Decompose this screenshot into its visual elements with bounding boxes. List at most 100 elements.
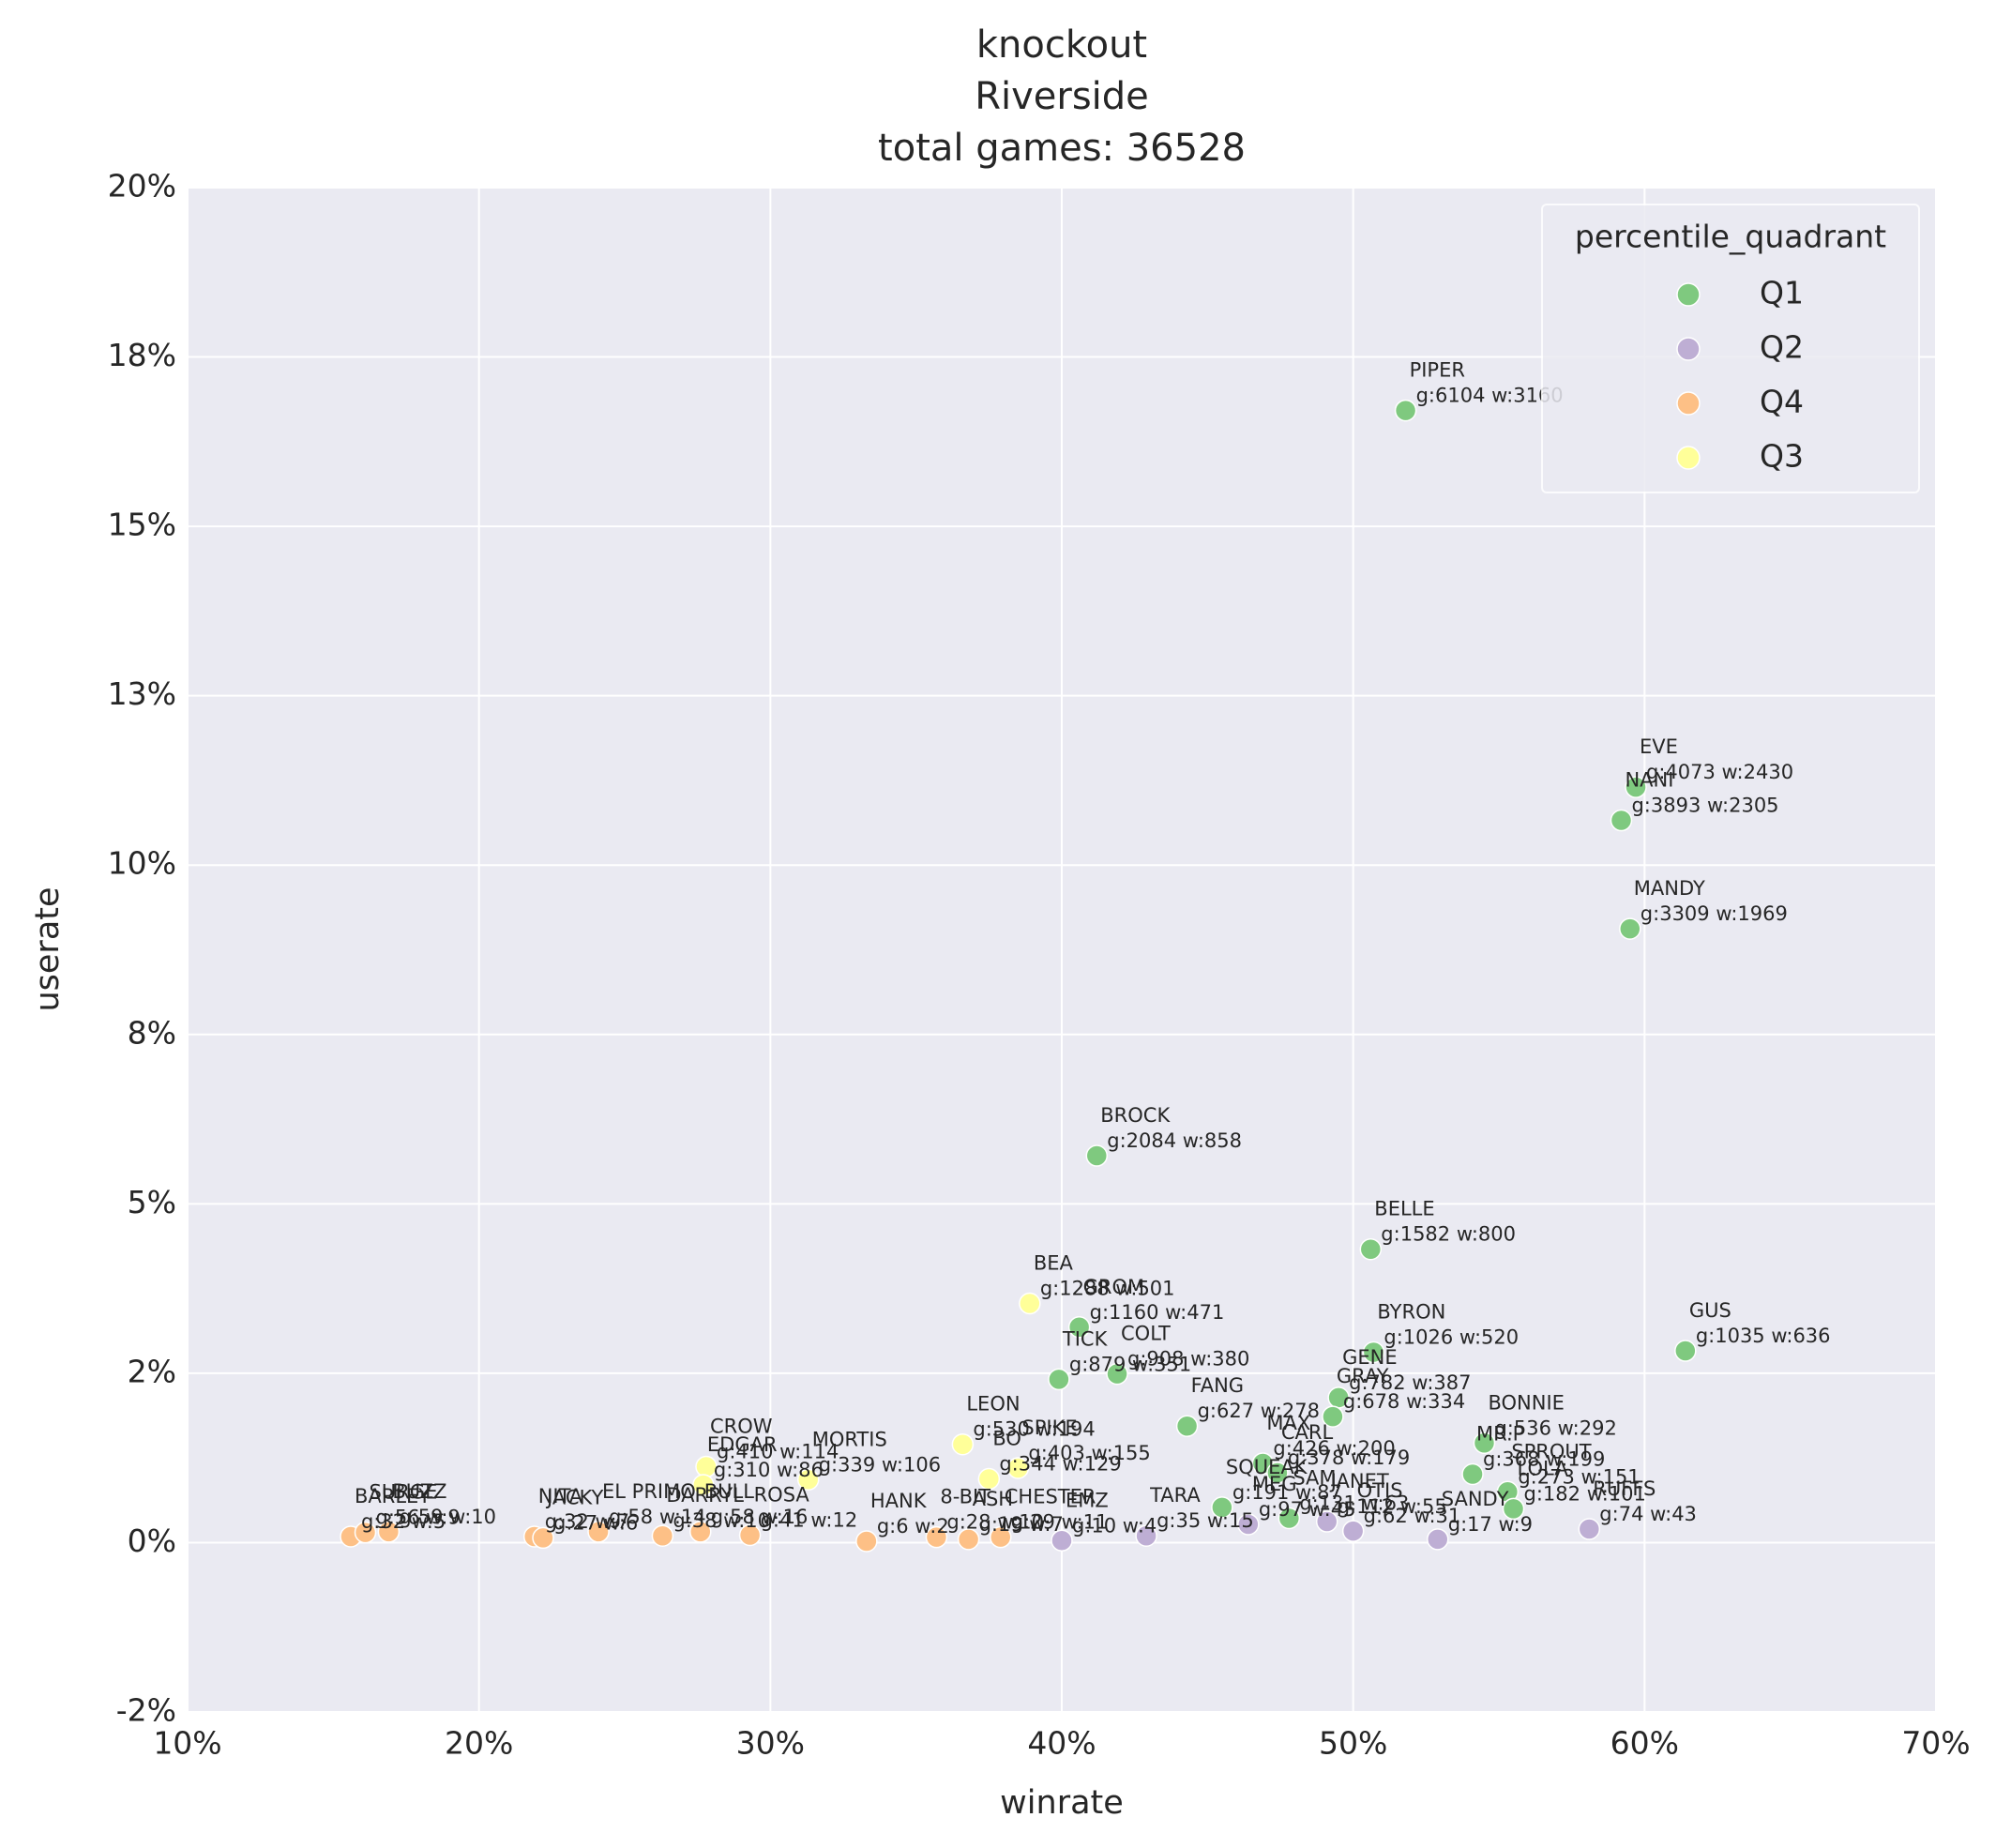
legend-box bbox=[1541, 204, 1920, 493]
point bbox=[977, 1467, 1001, 1491]
point bbox=[1394, 399, 1417, 422]
x-tick-label: 60% bbox=[1610, 1725, 1679, 1762]
point bbox=[1461, 1462, 1484, 1486]
point-name: SANDY bbox=[1442, 1488, 1509, 1510]
legend-label: Q4 bbox=[1760, 384, 1804, 420]
point-name: MORTIS bbox=[812, 1428, 887, 1450]
point-annotation: g:74 w:43 bbox=[1599, 1503, 1697, 1525]
point-name: SPIKE bbox=[1021, 1416, 1077, 1439]
point-name: BROCK bbox=[1100, 1104, 1171, 1127]
y-tick-label: 5% bbox=[128, 1184, 176, 1220]
point-name: BONNIE bbox=[1488, 1391, 1564, 1414]
point-name: GROM bbox=[1083, 1276, 1145, 1298]
point-annotation: g:879 w:351 bbox=[1069, 1353, 1191, 1375]
point bbox=[532, 1526, 554, 1550]
point-name: LEON bbox=[966, 1393, 1020, 1416]
point-name: MANDY bbox=[1634, 877, 1705, 900]
chart-title: knockout bbox=[976, 23, 1147, 67]
point-name: SURGE bbox=[370, 1481, 438, 1504]
point bbox=[1427, 1528, 1449, 1551]
point bbox=[354, 1521, 377, 1544]
point bbox=[1266, 1462, 1289, 1484]
y-tick-label: 10% bbox=[108, 845, 176, 882]
point-annotation: g:56 w:9 bbox=[376, 1507, 461, 1529]
legend-title: percentile_quadrant bbox=[1575, 219, 1886, 255]
point bbox=[1006, 1457, 1030, 1479]
point bbox=[925, 1525, 948, 1549]
point-name: TARA bbox=[1149, 1484, 1201, 1507]
point-annotation: g:182 w:101 bbox=[1524, 1482, 1646, 1505]
point-name: HANK bbox=[870, 1490, 928, 1512]
point-name: FANG bbox=[1191, 1374, 1245, 1397]
point-annotation: g:1582 w:800 bbox=[1381, 1223, 1516, 1246]
point bbox=[796, 1468, 820, 1492]
point-annotation: g:27 w:6 bbox=[553, 1511, 638, 1534]
point bbox=[1278, 1507, 1301, 1530]
legend-marker bbox=[1676, 282, 1701, 307]
x-tick-label: 70% bbox=[1901, 1725, 1970, 1762]
point-name: GENE bbox=[1342, 1346, 1398, 1369]
point-annotation: g:62 w:31 bbox=[1364, 1505, 1461, 1527]
point-name: BUZZ bbox=[392, 1480, 446, 1503]
point bbox=[692, 1474, 715, 1496]
point-name: MAX bbox=[1266, 1412, 1310, 1434]
point-annotation: g:97 w:45 bbox=[1259, 1498, 1356, 1521]
point-annotation: g:10 w:4 bbox=[1072, 1514, 1157, 1537]
point-annotation: g:6104 w:3160 bbox=[1416, 385, 1564, 407]
point-annotation: g:58 w:16 bbox=[711, 1506, 809, 1528]
point-name: MEG bbox=[1252, 1473, 1297, 1495]
point-name: DARRYL bbox=[666, 1484, 744, 1507]
point-annotation: g:1160 w:471 bbox=[1090, 1301, 1225, 1324]
point-annotation: g:627 w:278 bbox=[1198, 1400, 1320, 1422]
point bbox=[1674, 1340, 1697, 1362]
point-annotation: g:32 w:5 bbox=[361, 1510, 446, 1533]
point bbox=[1135, 1524, 1157, 1547]
point-name: EL PRIMO bbox=[602, 1480, 696, 1503]
point-annotation: g:4073 w:2430 bbox=[1646, 761, 1793, 783]
point-name: SQUEAK bbox=[1226, 1456, 1308, 1478]
point-annotation: g:29 w:11 bbox=[1011, 1511, 1109, 1534]
point-name: BYRON bbox=[1377, 1301, 1445, 1324]
legend-marker bbox=[1676, 391, 1701, 416]
point-annotation: g:908 w:380 bbox=[1127, 1348, 1249, 1371]
x-axis-title: winrate bbox=[1000, 1784, 1124, 1822]
point bbox=[651, 1524, 674, 1547]
point-annotation: g:368 w:199 bbox=[1483, 1448, 1605, 1471]
point-annotation: g:6 w:2 bbox=[877, 1515, 949, 1537]
point-name: SAM bbox=[1293, 1466, 1336, 1489]
point-annotation: g:1035 w:636 bbox=[1696, 1325, 1831, 1347]
point-name: CHESTER bbox=[1005, 1486, 1096, 1508]
point-name: NITA bbox=[538, 1485, 583, 1507]
point-name: BULL bbox=[704, 1480, 754, 1503]
x-tick-label: 30% bbox=[736, 1725, 805, 1762]
chart-subtitle: total games: 36528 bbox=[878, 127, 1246, 170]
point-name: MR.P bbox=[1476, 1423, 1524, 1446]
point-annotation: g:32 w:7 bbox=[545, 1510, 629, 1533]
point-name: SPROUT bbox=[1511, 1440, 1591, 1462]
point bbox=[855, 1530, 878, 1553]
point-name: ROSA bbox=[754, 1484, 810, 1507]
point bbox=[1322, 1405, 1344, 1428]
point-annotation: g:3893 w:2305 bbox=[1631, 795, 1778, 817]
y-tick-label: 8% bbox=[128, 1014, 176, 1051]
point bbox=[1051, 1529, 1073, 1553]
point bbox=[1048, 1368, 1070, 1391]
point-annotation: g:344 w:129 bbox=[999, 1453, 1121, 1476]
point-name: TICK bbox=[1062, 1327, 1109, 1350]
legend-label: Q1 bbox=[1760, 275, 1804, 311]
point-annotation: g:131 w:63 bbox=[1299, 1492, 1409, 1514]
point bbox=[1175, 1415, 1199, 1437]
y-axis-title: userate bbox=[29, 886, 67, 1011]
point-annotation: g:378 w:179 bbox=[1288, 1447, 1410, 1469]
point bbox=[1315, 1510, 1338, 1533]
point-annotation: g:536 w:292 bbox=[1494, 1416, 1616, 1439]
point bbox=[1619, 917, 1641, 940]
y-tick-label: 20% bbox=[108, 168, 176, 204]
point-annotation: g:35 w:15 bbox=[1157, 1509, 1254, 1532]
point bbox=[1502, 1497, 1525, 1521]
point-name: LOLA bbox=[1518, 1457, 1569, 1479]
point-name: PIPER bbox=[1410, 359, 1465, 382]
point bbox=[1578, 1518, 1601, 1540]
point-name: CROW bbox=[710, 1416, 773, 1438]
point-name: GUS bbox=[1689, 1299, 1731, 1322]
